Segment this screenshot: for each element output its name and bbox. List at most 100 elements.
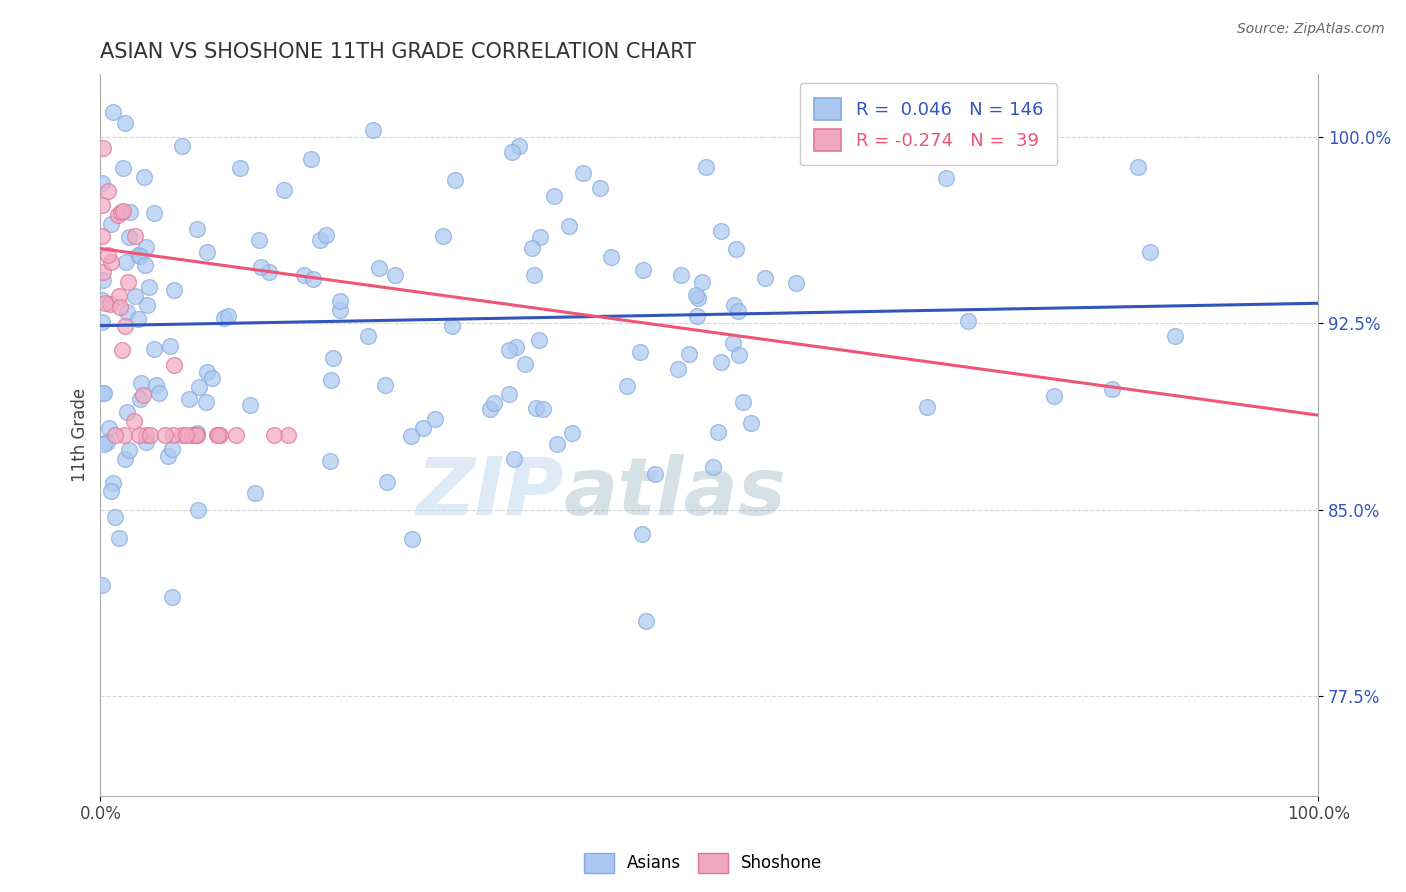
Point — [217, 309, 239, 323]
Point — [112, 428, 135, 442]
Point — [688, 292, 710, 306]
Y-axis label: 11th Grade: 11th Grade — [72, 388, 89, 483]
Point — [127, 312, 149, 326]
Point — [695, 160, 717, 174]
Point — [159, 339, 181, 353]
Point — [135, 240, 157, 254]
Point — [124, 289, 146, 303]
Point — [710, 355, 733, 369]
Point — [322, 351, 344, 366]
Point — [195, 365, 218, 379]
Point — [135, 435, 157, 450]
Point — [186, 428, 208, 442]
Point — [721, 336, 744, 351]
Point — [401, 533, 423, 547]
Point — [195, 245, 218, 260]
Point — [115, 255, 138, 269]
Point — [630, 345, 652, 359]
Point — [117, 305, 139, 319]
Point — [97, 247, 120, 261]
Point — [186, 425, 208, 440]
Point — [117, 443, 139, 458]
Point — [93, 295, 115, 310]
Point — [685, 309, 707, 323]
Point — [120, 205, 142, 219]
Point — [671, 268, 693, 282]
Point — [93, 437, 115, 451]
Point — [482, 396, 505, 410]
Point — [600, 250, 623, 264]
Point — [727, 348, 749, 362]
Point — [98, 296, 121, 310]
Point — [124, 228, 146, 243]
Point — [412, 420, 434, 434]
Point — [644, 467, 666, 481]
Point — [90, 293, 112, 307]
Point — [187, 380, 209, 394]
Point — [531, 402, 554, 417]
Point — [100, 484, 122, 499]
Point — [374, 377, 396, 392]
Point — [329, 294, 352, 309]
Text: ZIP: ZIP — [416, 454, 564, 532]
Point — [754, 270, 776, 285]
Point — [110, 343, 132, 357]
Point — [118, 229, 141, 244]
Point — [134, 169, 156, 184]
Point — [740, 417, 762, 431]
Point — [170, 139, 193, 153]
Point — [229, 161, 252, 175]
Point — [302, 272, 325, 286]
Point — [207, 428, 229, 442]
Point — [91, 198, 114, 212]
Point — [107, 531, 129, 545]
Point — [122, 414, 145, 428]
Point — [91, 578, 114, 592]
Legend: Asians, Shoshone: Asians, Shoshone — [576, 847, 830, 880]
Point — [498, 386, 520, 401]
Point — [110, 205, 132, 219]
Point — [529, 229, 551, 244]
Point — [921, 104, 943, 119]
Point — [498, 343, 520, 358]
Point — [128, 428, 150, 442]
Point — [399, 429, 422, 443]
Point — [245, 486, 267, 500]
Point — [558, 219, 581, 233]
Point — [527, 333, 550, 347]
Point — [139, 428, 162, 442]
Point — [666, 362, 689, 376]
Point — [957, 313, 980, 327]
Point — [101, 476, 124, 491]
Point — [90, 176, 112, 190]
Point — [423, 411, 446, 425]
Point — [257, 265, 280, 279]
Point — [329, 303, 352, 318]
Point — [117, 275, 139, 289]
Point — [160, 442, 183, 456]
Point — [731, 395, 754, 409]
Point — [134, 258, 156, 272]
Point — [145, 378, 167, 392]
Point — [505, 340, 527, 354]
Point — [685, 288, 707, 302]
Point — [363, 122, 385, 136]
Point — [128, 249, 150, 263]
Point — [114, 319, 136, 334]
Text: atlas: atlas — [564, 454, 786, 532]
Point — [107, 289, 129, 303]
Point — [100, 218, 122, 232]
Point — [357, 329, 380, 343]
Point — [170, 428, 193, 442]
Point — [315, 227, 337, 242]
Point — [247, 233, 270, 247]
Point — [384, 268, 406, 282]
Point — [93, 385, 115, 400]
Point — [375, 475, 398, 489]
Point — [162, 428, 184, 442]
Point — [187, 502, 209, 516]
Point — [115, 405, 138, 419]
Point — [107, 208, 129, 222]
Point — [503, 451, 526, 466]
Point — [1126, 160, 1149, 174]
